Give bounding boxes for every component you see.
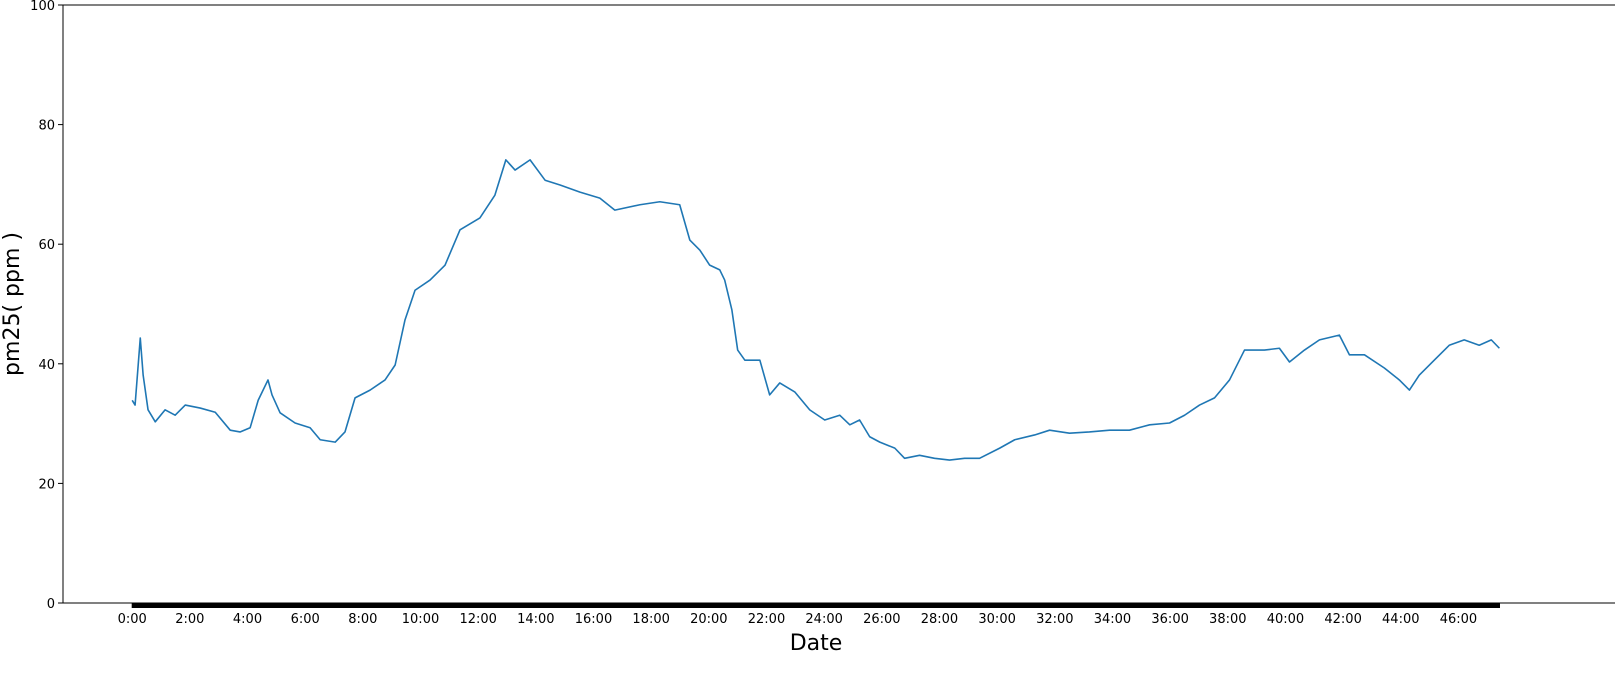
x-tick-label: 36:00 [1151,612,1188,627]
x-tick-label: 16:00 [575,612,612,627]
y-tick-label: 60 [38,238,55,253]
y-tick-label: 0 [47,597,55,612]
x-tick-label: 28:00 [921,612,958,627]
x-tick-label: 22:00 [748,612,785,627]
x-tick-label: 14:00 [517,612,554,627]
x-tick-label: 32:00 [1036,612,1073,627]
x-tick-label: 30:00 [978,612,1015,627]
x-tick-label: 34:00 [1094,612,1131,627]
x-tick-label: 24:00 [805,612,842,627]
y-tick-label: 40 [38,358,55,373]
y-axis-label: pm25( ppm ) [0,232,25,376]
x-tick-label: 18:00 [632,612,669,627]
x-tick-label: 10:00 [402,612,439,627]
x-tick-label: 2:00 [175,612,204,627]
minor-ticks [132,603,1500,608]
x-tick-label: 12:00 [459,612,496,627]
x-axis-label: Date [790,631,843,656]
x-tick-label: 20:00 [690,612,727,627]
x-tick-label: 0:00 [118,612,147,627]
x-tick-label: 38:00 [1209,612,1246,627]
x-tick-label: 44:00 [1382,612,1419,627]
x-tick-label: 46:00 [1440,612,1477,627]
y-tick-label: 80 [38,119,55,134]
x-tick-label: 42:00 [1324,612,1361,627]
x-tick-label: 4:00 [233,612,262,627]
x-tick-label: 8:00 [348,612,377,627]
x-tick-label: 6:00 [291,612,320,627]
y-tick-label: 20 [38,477,55,492]
x-tick-label: 26:00 [863,612,900,627]
y-tick-label: 100 [30,0,55,14]
data-line [131,159,1500,461]
x-tick-label: 40:00 [1267,612,1304,627]
